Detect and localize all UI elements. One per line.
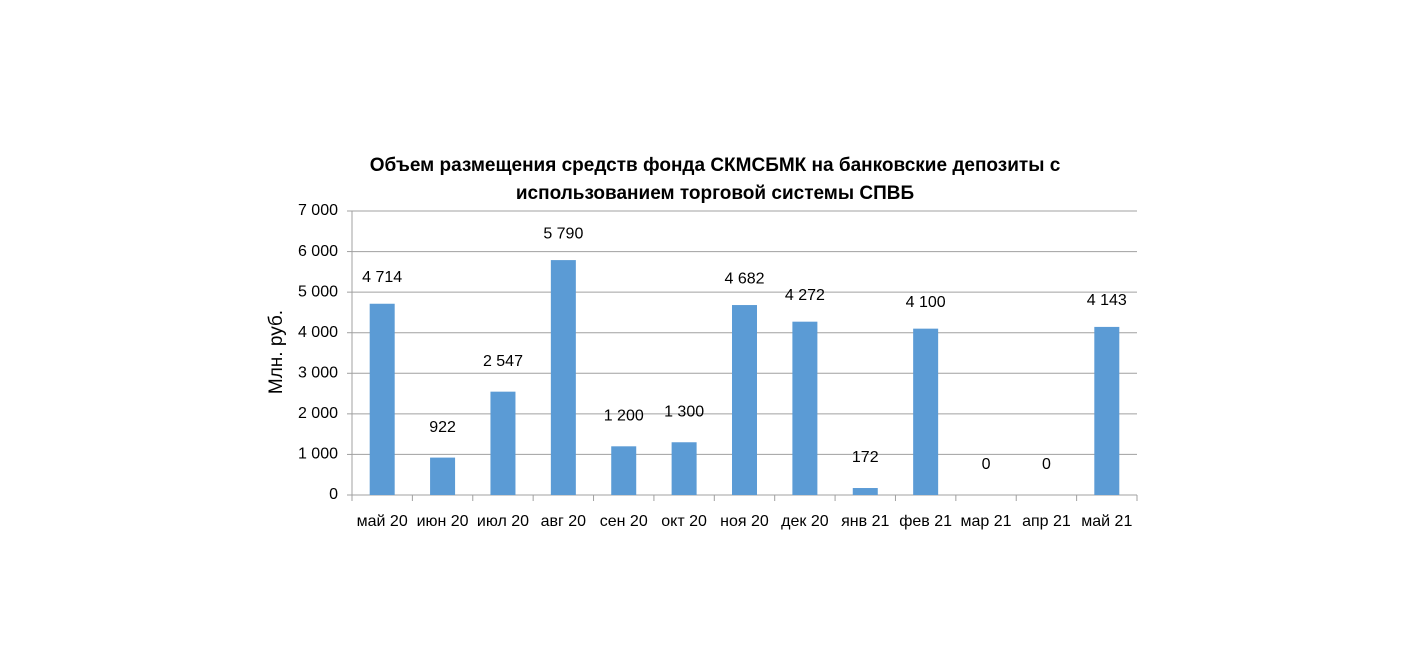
x-tick-label: июн 20 xyxy=(417,513,469,530)
x-tick-label: окт 20 xyxy=(661,513,707,530)
bar xyxy=(430,457,456,495)
value-label: 4 272 xyxy=(785,287,825,304)
bar xyxy=(490,391,516,495)
bar xyxy=(732,305,757,495)
x-tick-label: фев 21 xyxy=(899,513,952,530)
bar xyxy=(852,488,878,495)
y-tick-label: 5 000 xyxy=(298,283,338,300)
value-label: 172 xyxy=(852,449,879,466)
value-label: 4 682 xyxy=(724,270,764,287)
value-label: 0 xyxy=(982,456,991,473)
value-label: 2 547 xyxy=(483,353,523,370)
x-tick-label: апр 21 xyxy=(1022,513,1071,530)
y-tick-label: 0 xyxy=(329,486,338,503)
x-tick-label: ноя 20 xyxy=(720,513,769,530)
value-label: 1 200 xyxy=(604,408,644,425)
y-axis-label: Млн. руб. xyxy=(266,310,287,394)
y-tick-label: 3 000 xyxy=(298,365,338,382)
value-label: 4 100 xyxy=(906,294,946,311)
bar xyxy=(792,321,818,495)
y-tick-label: 7 000 xyxy=(298,202,338,219)
bar xyxy=(913,328,939,495)
x-tick-label: янв 21 xyxy=(841,513,889,530)
value-label: 922 xyxy=(429,419,456,436)
bar xyxy=(671,442,697,495)
x-tick-label: мар 21 xyxy=(961,513,1012,530)
x-tick-label: сен 20 xyxy=(600,513,648,530)
value-label: 4 714 xyxy=(362,269,402,286)
y-tick-label: 4 000 xyxy=(298,324,338,341)
value-label: 5 790 xyxy=(543,225,583,242)
y-tick-label: 1 000 xyxy=(298,446,338,463)
bar xyxy=(369,303,395,495)
bar xyxy=(550,260,576,495)
x-tick-label: июл 20 xyxy=(477,513,529,530)
y-tick-label: 2 000 xyxy=(298,405,338,422)
y-tick-label: 6 000 xyxy=(298,243,338,260)
x-tick-label: май 20 xyxy=(357,513,408,530)
value-label: 0 xyxy=(1042,456,1051,473)
bar xyxy=(611,446,637,495)
value-label: 1 300 xyxy=(664,403,704,420)
chart-title: Объем размещения средств фонда СКМСБМК н… xyxy=(369,155,1061,204)
x-tick-label: дек 20 xyxy=(781,513,829,530)
x-tick-label: май 21 xyxy=(1081,513,1132,530)
x-tick-label: авг 20 xyxy=(541,513,587,530)
value-label: 4 143 xyxy=(1087,292,1127,309)
bar xyxy=(1094,326,1120,495)
